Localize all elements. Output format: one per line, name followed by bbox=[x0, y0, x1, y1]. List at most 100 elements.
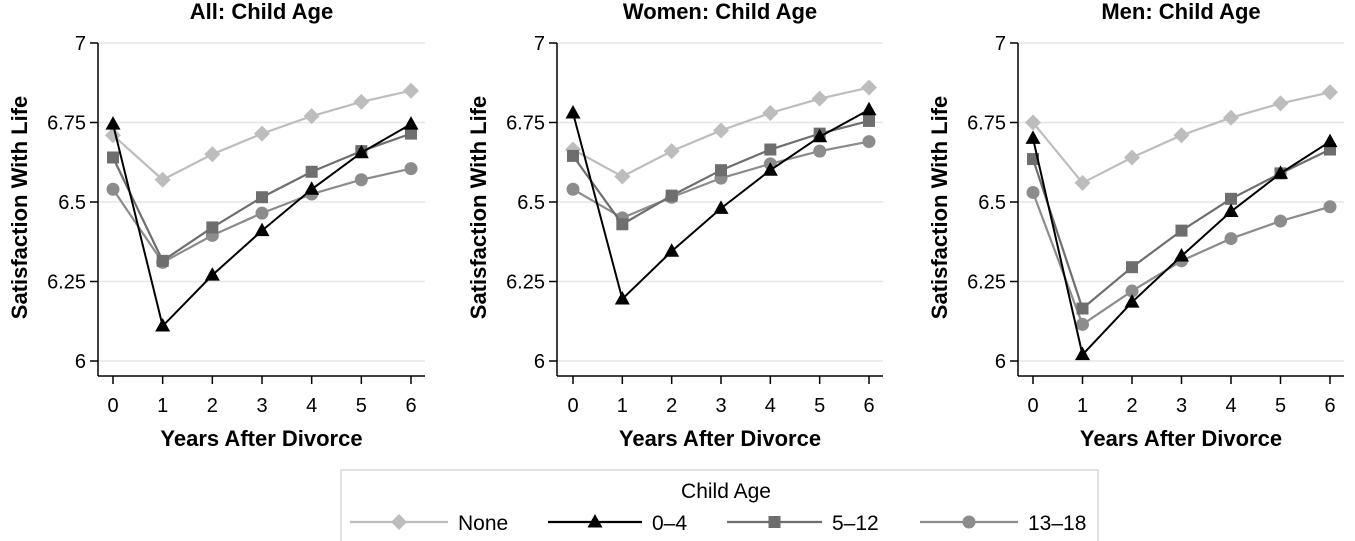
data-point bbox=[762, 104, 779, 121]
data-point bbox=[1124, 294, 1140, 308]
series-5–12 bbox=[1027, 143, 1336, 315]
data-point bbox=[1322, 133, 1338, 148]
data-point bbox=[1076, 302, 1089, 315]
x-tick-label: 2 bbox=[666, 395, 677, 417]
data-point bbox=[567, 149, 579, 162]
y-tick-label: 7 bbox=[534, 33, 545, 55]
legend-marker bbox=[587, 514, 603, 528]
series-0–4 bbox=[1025, 130, 1338, 361]
legend-label: 13–18 bbox=[1028, 512, 1086, 535]
data-point bbox=[1223, 203, 1239, 218]
y-tick-label: 6.75 bbox=[967, 113, 1006, 135]
data-point bbox=[404, 162, 418, 176]
data-point bbox=[1224, 232, 1238, 246]
data-point bbox=[254, 125, 270, 142]
data-point bbox=[1124, 149, 1140, 166]
data-point bbox=[614, 290, 630, 305]
legend-entry: 13–18 bbox=[920, 512, 1086, 535]
data-point bbox=[1274, 214, 1287, 228]
data-point bbox=[1272, 95, 1289, 112]
y-tick-label: 6 bbox=[995, 351, 1006, 373]
data-point bbox=[405, 127, 417, 140]
x-tick-label: 4 bbox=[765, 395, 776, 417]
y-tick-label: 6.25 bbox=[47, 272, 86, 294]
x-tick-label: 4 bbox=[1225, 395, 1236, 417]
data-point bbox=[1173, 127, 1190, 144]
data-point bbox=[353, 144, 369, 159]
x-tick-label: 1 bbox=[1077, 395, 1088, 417]
data-point bbox=[1076, 317, 1089, 331]
x-tick-label: 2 bbox=[207, 395, 218, 417]
x-tick-label: 6 bbox=[863, 395, 874, 417]
x-tick-label: 0 bbox=[1027, 395, 1038, 417]
legend-label: 5–12 bbox=[832, 512, 879, 535]
x-tick-label: 0 bbox=[567, 395, 578, 417]
panel-title: All: Child Age bbox=[190, 0, 333, 24]
x-tick-label: 5 bbox=[1275, 395, 1286, 417]
data-point bbox=[665, 189, 678, 202]
legend: Child Age None 0–4 5–12 13–18 bbox=[340, 469, 1099, 541]
data-point bbox=[813, 144, 827, 158]
x-axis-label: Years After Divorce bbox=[160, 426, 362, 451]
series-None bbox=[1025, 84, 1338, 191]
legend-entry: 5–12 bbox=[727, 512, 879, 535]
y-tick-label: 6.25 bbox=[506, 272, 545, 294]
data-point bbox=[1323, 200, 1337, 214]
y-axis-label: Satisfaction With Life bbox=[927, 96, 952, 319]
data-point bbox=[107, 151, 119, 164]
data-point bbox=[762, 162, 778, 176]
panel-3: Men: Child Age 6 6.25 6.5 6.75 7 0 1 2 3 4 5 6 Years … bbox=[927, 0, 1344, 451]
data-point bbox=[614, 168, 631, 185]
y-tick-label: 6.5 bbox=[517, 192, 545, 214]
x-tick-label: 5 bbox=[814, 395, 825, 417]
x-axis-label: Years After Divorce bbox=[619, 426, 821, 451]
data-point bbox=[1322, 84, 1338, 101]
x-tick-label: 0 bbox=[107, 395, 118, 417]
y-tick-label: 6.5 bbox=[978, 192, 1006, 214]
data-point bbox=[156, 254, 169, 267]
y-axis-label: Satisfaction With Life bbox=[7, 96, 32, 319]
data-point bbox=[566, 182, 580, 196]
y-tick-label: 6 bbox=[534, 351, 545, 373]
data-point bbox=[713, 122, 729, 139]
data-point bbox=[353, 93, 370, 110]
series-None bbox=[105, 82, 419, 188]
x-tick-label: 3 bbox=[256, 395, 267, 417]
data-point bbox=[204, 267, 220, 281]
data-point bbox=[1026, 185, 1040, 199]
legend-marker bbox=[962, 515, 976, 529]
series-13–18 bbox=[106, 162, 418, 269]
data-point bbox=[1027, 153, 1039, 166]
data-point bbox=[1126, 261, 1138, 274]
legend-entry: 0–4 bbox=[548, 512, 687, 535]
data-point bbox=[861, 101, 877, 116]
series-13–18 bbox=[1026, 185, 1337, 331]
data-point bbox=[1025, 130, 1041, 144]
data-point bbox=[204, 146, 221, 163]
data-point bbox=[1125, 284, 1139, 298]
data-point bbox=[1174, 248, 1189, 262]
data-point bbox=[154, 171, 171, 188]
panel-1: All: Child Age 6 6.25 6.5 6.75 7 0 1 2 3 4 5 6 Years … bbox=[7, 0, 425, 451]
y-tick-label: 6.75 bbox=[47, 113, 86, 135]
data-point bbox=[1225, 192, 1237, 205]
data-point bbox=[255, 206, 269, 220]
legend-box bbox=[340, 469, 1099, 541]
data-point bbox=[1223, 109, 1239, 126]
x-tick-label: 5 bbox=[356, 395, 367, 417]
data-point bbox=[1075, 346, 1090, 361]
y-tick-label: 6.75 bbox=[506, 113, 545, 135]
x-tick-label: 6 bbox=[1324, 395, 1335, 417]
series-0–4 bbox=[565, 101, 877, 305]
x-tick-label: 3 bbox=[1176, 395, 1187, 417]
legend-label: None bbox=[458, 512, 508, 535]
data-point bbox=[305, 165, 318, 178]
x-tick-label: 4 bbox=[306, 395, 317, 417]
data-point bbox=[713, 200, 729, 214]
data-point bbox=[1025, 114, 1041, 131]
y-axis-label: Satisfaction With Life bbox=[466, 96, 491, 319]
panel-title: Men: Child Age bbox=[1101, 0, 1260, 24]
data-point bbox=[1175, 224, 1188, 237]
data-point bbox=[1074, 174, 1091, 191]
y-tick-label: 6 bbox=[75, 351, 86, 373]
